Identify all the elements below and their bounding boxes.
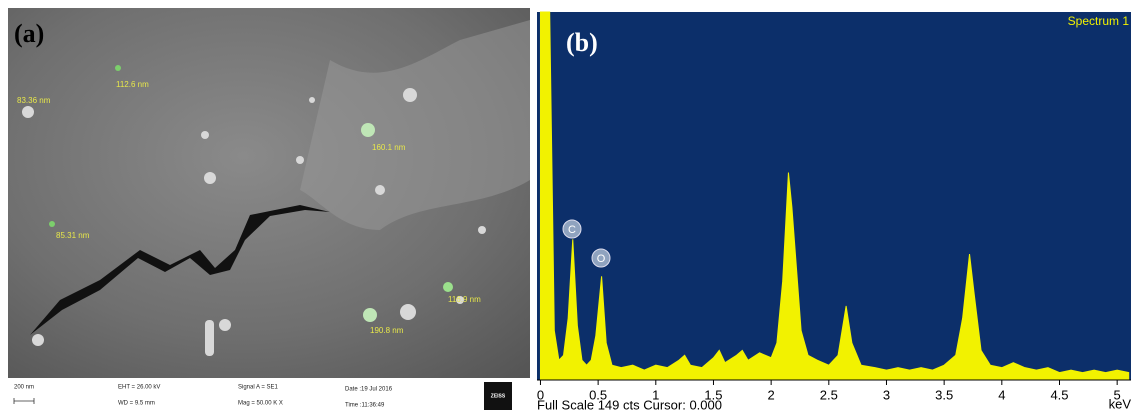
peak-label: C xyxy=(568,224,576,236)
x-tick-label: 4.5 xyxy=(1050,387,1068,402)
annotation: 112.6 nm xyxy=(116,80,149,89)
sem-panel: (a) 83.36 nm 112.6 nm 160.1 nm 85.31 nm … xyxy=(8,8,530,413)
x-tick-label: 1 xyxy=(652,387,659,402)
x-tick-label: 2 xyxy=(768,387,775,402)
annotation: 160.1 nm xyxy=(372,143,406,152)
info-text: WD = 9.5 mm xyxy=(118,401,155,407)
annotation: 83.36 nm xyxy=(17,96,51,105)
x-tick-label: 5 xyxy=(1114,387,1121,402)
x-tick-label: 0 xyxy=(537,387,544,402)
annotation: 116.9 nm xyxy=(448,295,481,304)
info-text: Signal A = SE1 xyxy=(238,385,279,391)
x-tick-label: 4 xyxy=(998,387,1005,402)
panel-label: (b) xyxy=(566,28,598,57)
x-tick-label: 0.5 xyxy=(589,387,607,402)
annotation: 190.8 nm xyxy=(370,326,404,335)
x-tick-label: 3 xyxy=(883,387,890,402)
chart-title: Spectrum 1 xyxy=(1068,14,1130,28)
x-tick-label: 1.5 xyxy=(704,387,722,402)
footer: Full Scale 149 cts Cursor: 0.000 xyxy=(537,397,722,412)
panel-label: (a) xyxy=(14,19,44,48)
info-text: Mag = 50.00 K X xyxy=(238,401,283,407)
info-text: 200 nm xyxy=(14,385,34,391)
logo-text: ZEISS xyxy=(491,393,506,399)
x-tick-label: 2.5 xyxy=(820,387,838,402)
figure: (a) 83.36 nm 112.6 nm 160.1 nm 85.31 nm … xyxy=(0,0,1131,413)
info-text: EHT = 26.00 kV xyxy=(118,385,160,391)
annotation: 85.31 nm xyxy=(56,231,90,240)
plot-background xyxy=(537,12,1131,380)
info-bar xyxy=(8,378,530,413)
spectrum-panel: (b) Spectrum 1 C O keV Full Scale 149 ct… xyxy=(537,12,1131,412)
info-text: Date :19 Jul 2016 xyxy=(345,387,393,393)
info-text: Time :11:36:49 xyxy=(345,403,385,409)
peak-label: O xyxy=(597,253,606,265)
x-tick-label: 3.5 xyxy=(935,387,953,402)
